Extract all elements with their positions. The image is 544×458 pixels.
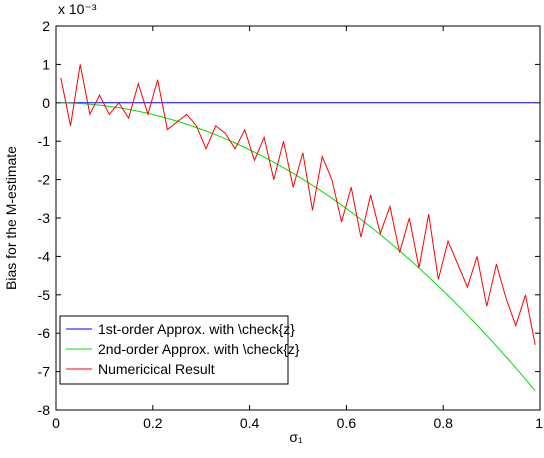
y-tick-label: -4 <box>38 248 51 264</box>
x-tick-label: 1 <box>535 415 543 431</box>
y-tick-label: -6 <box>38 325 51 341</box>
legend-label: 2nd-order Approx. with \check{z} <box>98 341 300 357</box>
y-tick-label: -7 <box>38 364 51 380</box>
x-tick-label: 0 <box>52 415 60 431</box>
x-tick-label: 0.2 <box>143 415 163 431</box>
legend-label: 1st-order Approx. with \check{z} <box>98 321 295 337</box>
x-tick-label: 0.4 <box>240 415 260 431</box>
series-line <box>60 102 536 392</box>
x-axis-label: σ₁ <box>289 429 303 445</box>
y-tick-label: 2 <box>42 18 50 34</box>
series-line <box>60 64 536 345</box>
plot-frame <box>55 25 541 411</box>
y-tick-label: -2 <box>38 172 51 188</box>
y-axis-label: Bias for the M-estimate <box>3 146 19 290</box>
legend-box <box>59 315 289 385</box>
y-multiplier: x 10⁻³ <box>58 1 97 17</box>
y-tick-label: -8 <box>38 402 51 418</box>
y-tick-label: -1 <box>38 133 51 149</box>
y-tick-label: -5 <box>38 287 51 303</box>
y-tick-label: 0 <box>42 95 50 111</box>
legend-label: Numericical Result <box>98 361 215 377</box>
y-tick-label: 1 <box>42 56 50 72</box>
y-tick-label: -3 <box>38 210 51 226</box>
x-tick-label: 0.8 <box>433 415 453 431</box>
x-tick-label: 0.6 <box>337 415 357 431</box>
